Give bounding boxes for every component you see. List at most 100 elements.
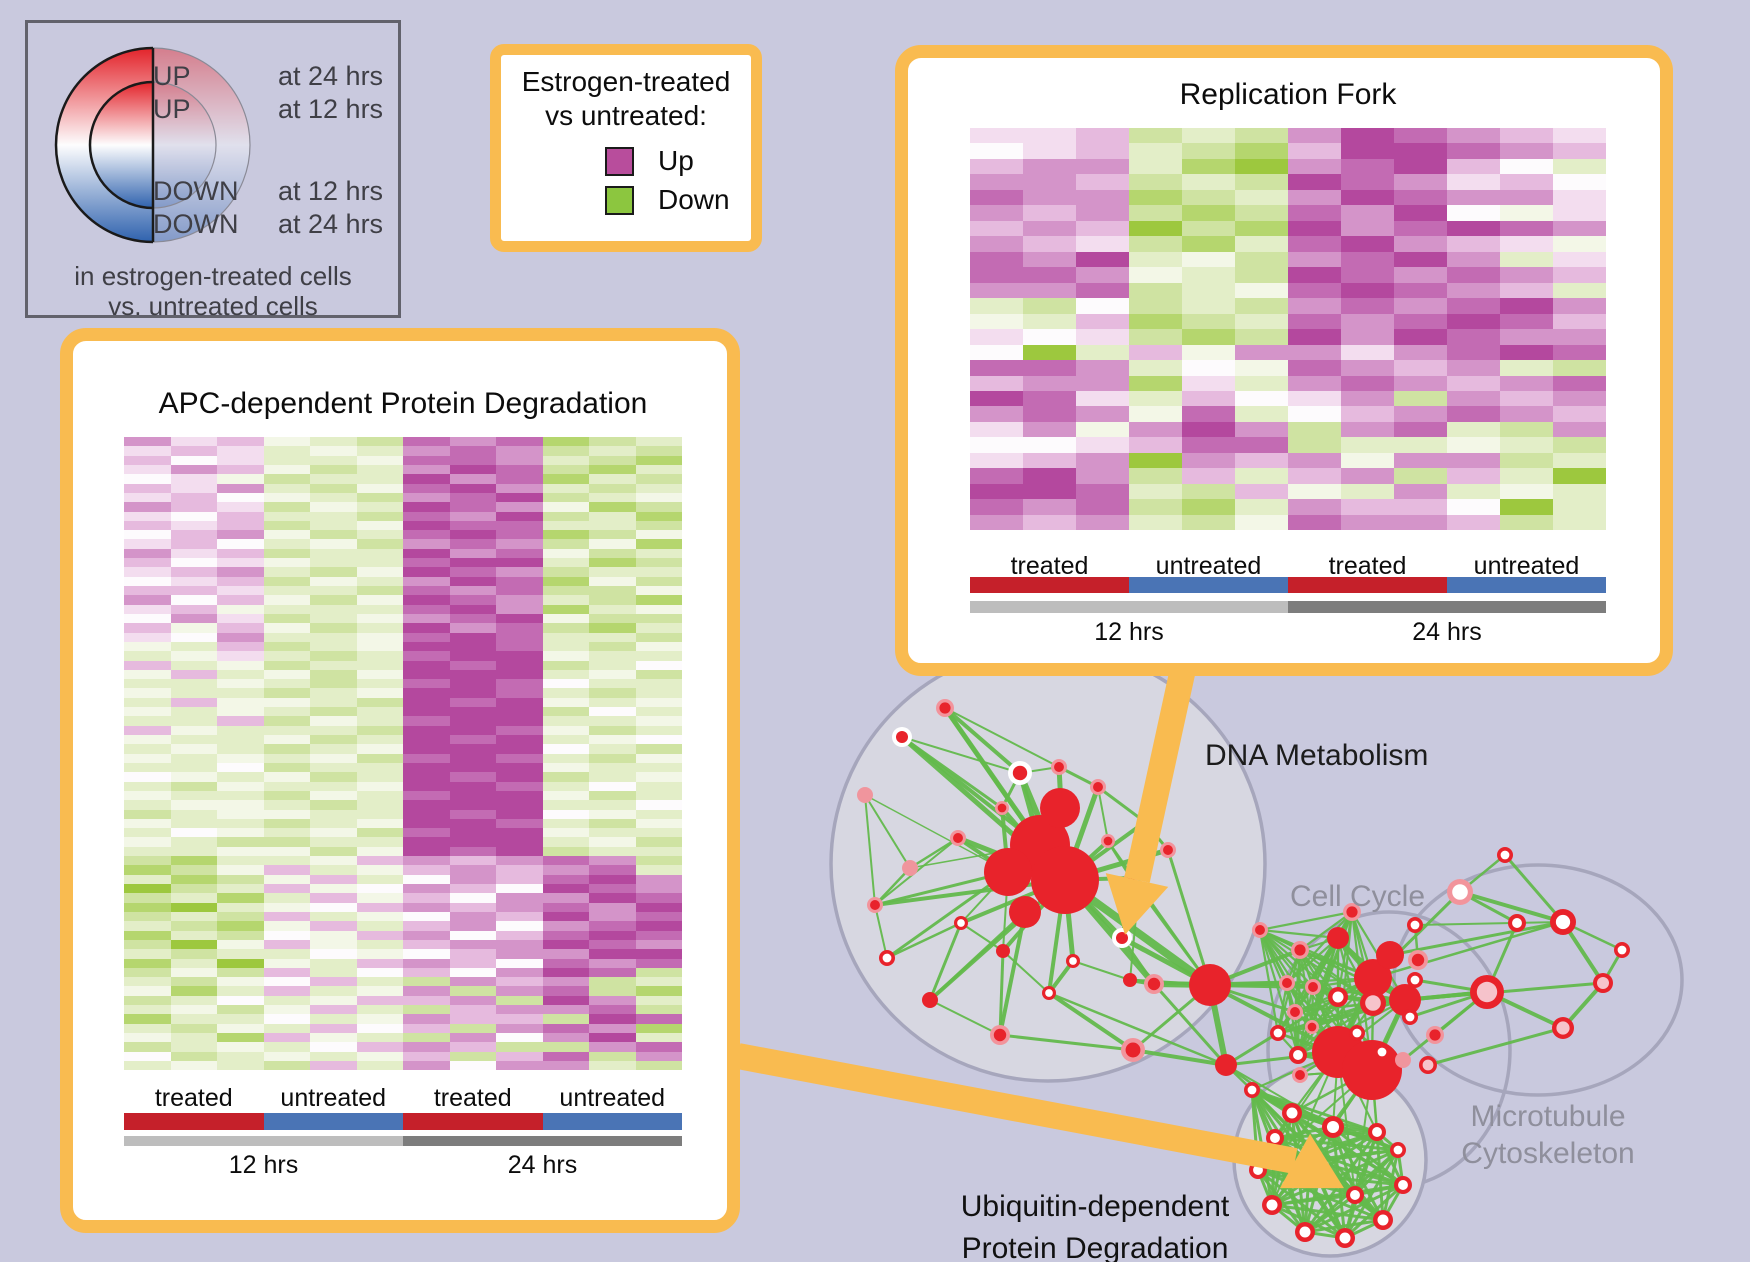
network-node-core — [1295, 1070, 1305, 1080]
arrow-replication-fork-to-dna-head — [1105, 873, 1169, 935]
heatmap-row — [970, 406, 1606, 422]
heatmap-row — [124, 567, 682, 577]
network-node-core — [1556, 1021, 1570, 1035]
panel-title: APC-dependent Protein Degradation — [158, 387, 648, 420]
legend-entry-down: Down — [605, 184, 751, 216]
estrogen-legend: Estrogen-treated vs untreated: Up Down — [490, 44, 762, 252]
cluster-label: Protein Degradation — [962, 1232, 1229, 1265]
heatmap-row — [124, 865, 682, 875]
heatmap-row — [970, 128, 1606, 144]
heatmap-row — [970, 251, 1606, 268]
updown-gradient-circles-icon — [54, 46, 251, 244]
condition-bar-segment — [1447, 577, 1606, 593]
network-edge — [1459, 890, 1564, 924]
heatmap-row — [970, 143, 1606, 159]
network-edge — [1258, 929, 1300, 1056]
heatmap-row — [970, 236, 1606, 252]
heatmap-row — [970, 220, 1606, 237]
network-node-core — [1339, 1232, 1351, 1244]
network-node-core — [1266, 1199, 1278, 1211]
legend-direction: DOWN — [153, 209, 239, 239]
network-node — [1009, 896, 1041, 928]
network-node-core — [1147, 977, 1161, 991]
heatmap-row — [124, 688, 682, 698]
heatmap-row — [124, 977, 682, 987]
network-edge — [1259, 910, 1353, 932]
network-edge — [1132, 1048, 1227, 1067]
heatmap-row — [970, 267, 1606, 283]
legend-entry-up: Up — [605, 145, 751, 177]
cluster-label: Ubiquitin-dependent — [961, 1190, 1230, 1223]
network-node-core — [1422, 1059, 1434, 1071]
heatmap-row — [970, 298, 1606, 314]
cluster-label: Cell Cycle — [1290, 880, 1425, 913]
network-node — [984, 848, 1032, 896]
cluster-label: Microtubule — [1470, 1100, 1625, 1133]
updown-legend-box: UP at 24 hrs UP at 12 hrs DOWN at 12 hrs… — [25, 20, 401, 321]
network-node-core — [1617, 945, 1627, 955]
heatmap-row — [970, 468, 1606, 484]
network-edge — [1331, 1126, 1357, 1196]
network-node-core — [1410, 975, 1420, 985]
heatmap-row — [124, 492, 682, 503]
network-edge — [1271, 1193, 1356, 1207]
network-node-core — [1282, 978, 1292, 988]
network-node-core — [997, 803, 1007, 813]
arrow-replication-fork-to-dna — [1124, 657, 1198, 883]
heatmap-row — [124, 753, 682, 763]
group-label: treated — [154, 1084, 233, 1112]
heatmap-row — [124, 911, 682, 922]
legend-time: at 24 hrs — [278, 61, 384, 91]
network-node-core — [1163, 845, 1173, 855]
heatmap-row — [124, 884, 682, 894]
heatmap-row — [124, 1005, 682, 1015]
network-node — [902, 860, 918, 876]
network-edge — [1259, 929, 1374, 1004]
network-node-core — [1429, 1029, 1441, 1041]
time-bar-segment — [124, 1136, 403, 1146]
network-node — [1389, 984, 1421, 1016]
heatmap-row — [124, 828, 682, 838]
heatmap-row — [970, 514, 1606, 531]
heatmap-row — [124, 520, 682, 531]
heatmap-row — [124, 511, 682, 521]
network-node-core — [1247, 1085, 1257, 1095]
network-edge — [864, 794, 1009, 873]
network-edge — [1381, 1149, 1400, 1221]
heatmap-row — [124, 846, 682, 857]
network-edge — [1048, 991, 1227, 1067]
heatmap-row — [124, 548, 682, 559]
panel-apc: APC-dependent Protein Degradation treate… — [60, 328, 740, 1233]
legend-direction: DOWN — [153, 176, 239, 206]
legend-caption-line2: vs. untreated cells — [108, 291, 318, 321]
arrow-apc-to-ubiquitin — [735, 1043, 1298, 1174]
treated-untreated-bar — [124, 1113, 682, 1130]
network-node-core — [1270, 1133, 1280, 1143]
time-bar-segment — [1288, 601, 1606, 613]
network-edge — [1107, 840, 1211, 986]
time-labels: 12 hrs 24 hrs — [124, 1151, 682, 1180]
network-node — [922, 992, 938, 1008]
heatmap-row — [970, 452, 1606, 469]
network-node-core — [1307, 1022, 1317, 1032]
network-edge — [1372, 920, 1564, 980]
network-node-core — [1012, 765, 1028, 781]
network-edge — [874, 904, 888, 959]
heatmap-row — [124, 837, 682, 847]
network-node-core — [1512, 918, 1522, 928]
time-bar-segment — [970, 601, 1288, 613]
network-node — [1354, 959, 1392, 997]
network-edge — [874, 867, 911, 906]
network-node-core — [1069, 957, 1077, 965]
time-label: 12 hrs — [228, 1151, 299, 1179]
network-node-core — [896, 731, 908, 743]
heatmap-row — [124, 464, 682, 475]
time-label: 24 hrs — [507, 1151, 578, 1179]
up-label: Up — [658, 145, 694, 176]
network-node-core — [957, 919, 965, 927]
heatmap-row — [970, 329, 1606, 345]
down-label: Down — [658, 184, 730, 215]
network-node-core — [1377, 1214, 1389, 1226]
condition-bar-segment — [542, 1113, 682, 1130]
